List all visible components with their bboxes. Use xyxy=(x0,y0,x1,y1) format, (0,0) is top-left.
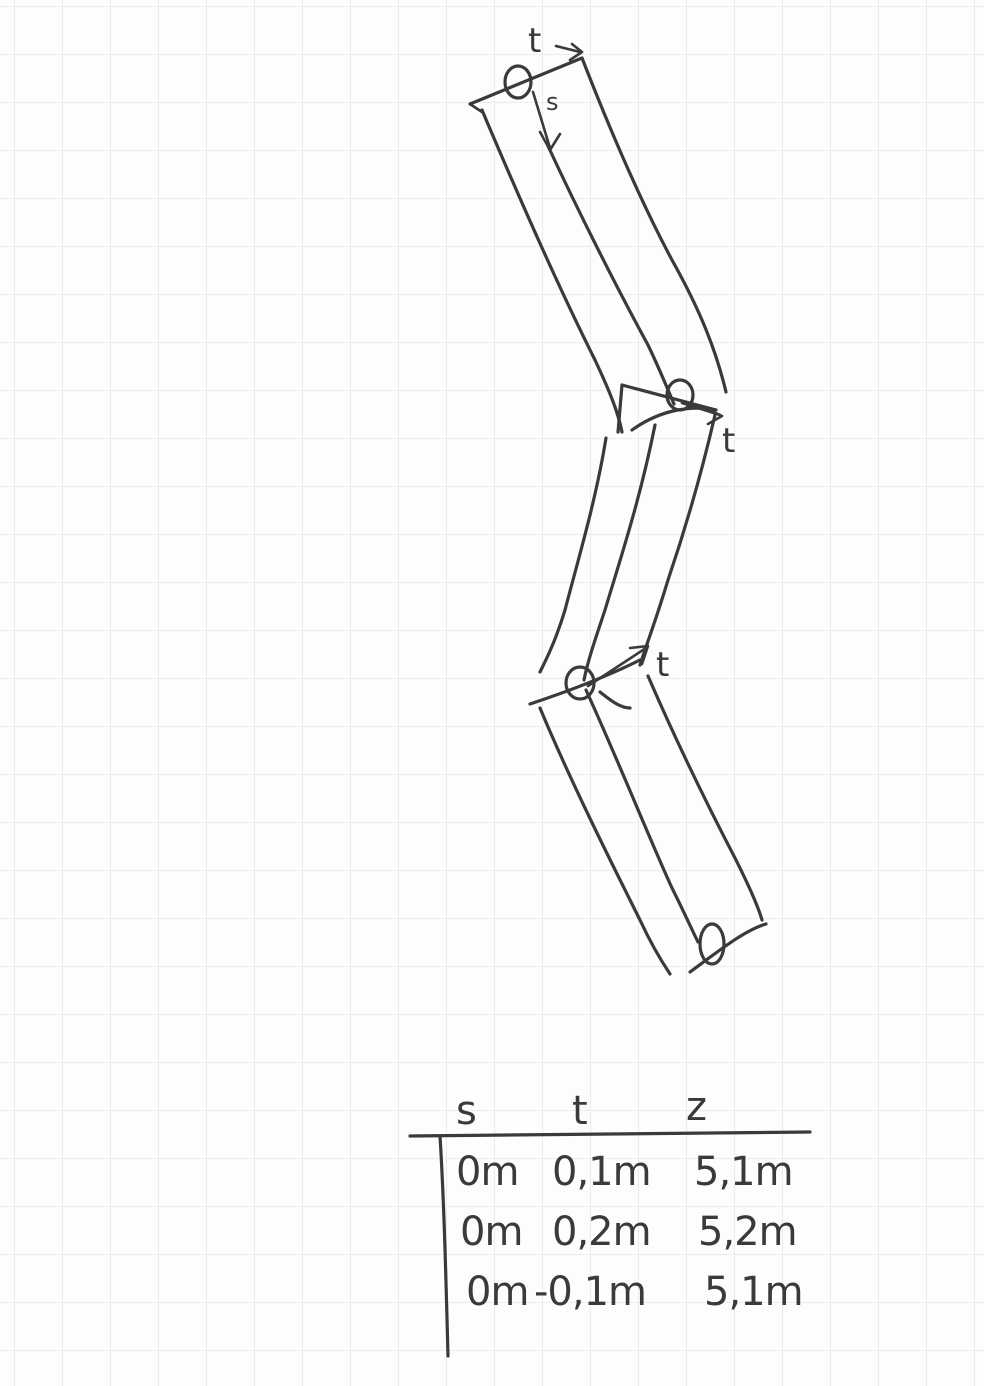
table-header-s: s xyxy=(456,1088,477,1134)
t-label-lower: t xyxy=(656,645,669,685)
table-cell-r2-z: 5,2m xyxy=(698,1209,797,1255)
table-cell-r1-s: 0m xyxy=(456,1149,518,1195)
table-cell-r2-s: 0m xyxy=(460,1209,522,1255)
table-cell-r3-z: 5,1m xyxy=(704,1269,803,1315)
s-axis-arrow xyxy=(531,90,562,152)
t-axis-lower-arrow xyxy=(586,644,650,688)
table-cell-r1-z: 5,1m xyxy=(694,1149,793,1195)
table-cell-r3-s: 0m xyxy=(466,1269,528,1315)
table-header-t: t xyxy=(572,1088,588,1134)
t-axis-top-arrow xyxy=(554,42,584,62)
t-label-top: t xyxy=(528,21,541,61)
table-cell-r1-t: 0,1m xyxy=(552,1149,651,1195)
coordinate-table: s t z 0m 0,1m 5,1m 0m 0,2m 5,2m 0m -0,1m… xyxy=(408,1084,812,1358)
table-cell-r2-t: 0,2m xyxy=(552,1209,651,1255)
lower-segment xyxy=(528,658,768,976)
node-middle xyxy=(665,378,695,412)
node-bottom xyxy=(698,922,726,966)
s-label-top: s xyxy=(546,88,559,116)
table-header-z: z xyxy=(686,1084,707,1130)
table-cell-r3-t: -0,1m xyxy=(534,1269,646,1315)
node-top xyxy=(503,64,533,100)
t-label-middle: t xyxy=(722,421,735,461)
middle-segment xyxy=(538,406,718,682)
t-axis-middle-arrow xyxy=(680,401,724,426)
upper-segment xyxy=(468,56,728,434)
